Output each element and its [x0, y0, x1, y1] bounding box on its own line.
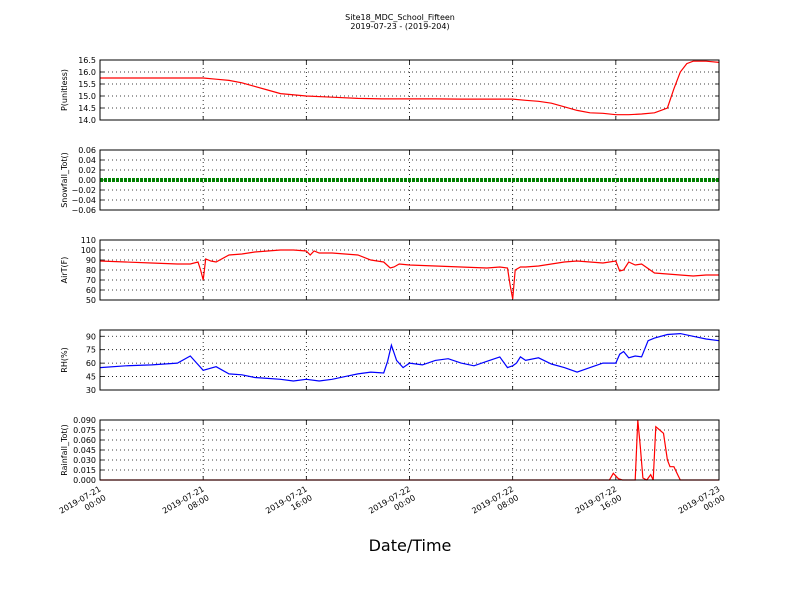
y-tick-label: 0.04	[78, 156, 96, 165]
y-tick-label: 110	[81, 236, 96, 245]
series-line	[100, 419, 719, 481]
panel-frame	[99, 329, 720, 391]
panel-4: 30 45 60 75 90 RH(%)	[60, 329, 720, 395]
y-tick-label: 0.02	[78, 166, 96, 175]
panel-1: 14.0 14.5 15.0 15.5 16.0 16.5 P(unitless)	[60, 56, 720, 125]
y-tick-label: 16.5	[78, 56, 96, 65]
y-tick-label: 75	[86, 346, 96, 355]
chart-subtitle: 2019-07-23 - (2019-204)	[350, 22, 449, 31]
y-tick-label: 0.060	[73, 436, 96, 445]
y-tick-label: 15.0	[78, 92, 96, 101]
y-tick-label: 0.045	[73, 446, 96, 455]
panel-frame	[99, 419, 720, 481]
y-tick-label: 45	[86, 373, 96, 382]
y-tick-label: 0.000	[73, 476, 96, 485]
x-axis-label: Date/Time	[369, 536, 452, 555]
y-tick-label: 90	[86, 256, 96, 265]
y-tick-label: 30	[86, 386, 96, 395]
panel-frame	[99, 59, 720, 121]
y-tick-label: 0.06	[78, 146, 96, 155]
y-axis-label: Snowfall_Tot()	[60, 152, 69, 208]
y-tick-label: 70	[86, 276, 96, 285]
y-tick-label: 80	[86, 266, 96, 275]
y-tick-label: 0.090	[73, 416, 96, 425]
y-tick-label: 90	[86, 332, 96, 341]
y-tick-label: −0.06	[71, 206, 96, 215]
y-tick-label: 100	[81, 246, 96, 255]
series-line	[100, 60, 720, 116]
y-tick-label: 0.030	[73, 456, 96, 465]
y-tick-label: 60	[86, 286, 96, 295]
y-tick-label: 14.0	[78, 116, 96, 125]
y-axis-label: P(unitless)	[60, 69, 69, 111]
y-tick-label: 0.015	[73, 466, 96, 475]
y-tick-label: 16.0	[78, 68, 96, 77]
y-tick-label: 0.00	[78, 176, 96, 185]
y-axis-label: AirT(F)	[60, 257, 69, 284]
y-tick-label: −0.02	[71, 186, 96, 195]
panels: 14.0 14.5 15.0 15.5 16.0 16.5 P(unitless) −0.06…	[60, 56, 720, 485]
panel-frame	[99, 239, 720, 301]
panel-2: −0.06−0.04−0.020.000.020.040.06 Snowfall_…	[60, 146, 720, 215]
panel-frame	[99, 149, 720, 211]
chart-title: Site18_MDC_School_Fifteen	[345, 13, 455, 22]
y-tick-label: 0.075	[73, 426, 96, 435]
series-line	[99, 332, 720, 382]
y-axis-label: RH(%)	[60, 347, 69, 372]
y-tick-label: 14.5	[78, 104, 96, 113]
y-tick-label: 50	[86, 296, 96, 305]
y-axis-label: Rainfall_Tot()	[60, 424, 69, 476]
y-tick-label: −0.04	[71, 196, 96, 205]
y-tick-label: 60	[86, 359, 96, 368]
series-line	[99, 249, 719, 300]
y-tick-label: 15.5	[78, 80, 96, 89]
